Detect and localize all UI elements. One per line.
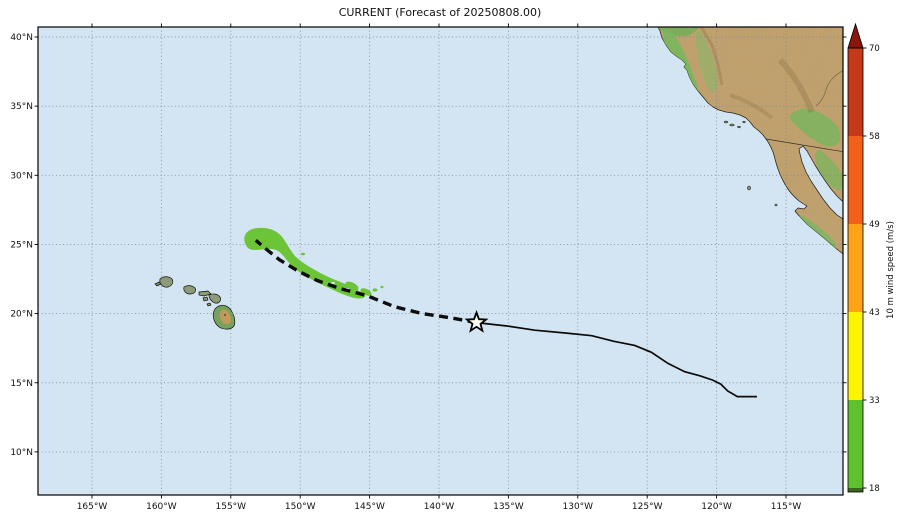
colorbar-segment xyxy=(848,136,863,224)
colorbar-tick-label: 58 xyxy=(869,132,880,142)
lon-tick-label: 125°W xyxy=(632,502,663,512)
colorbar-segment xyxy=(848,312,863,400)
colorbar-tick-labels: 18 33 43 49 58 70 xyxy=(869,44,880,494)
lat-tick-label: 25°N xyxy=(10,240,33,250)
lon-tick-label: 115°W xyxy=(771,502,802,512)
molokai xyxy=(198,290,212,297)
oahu xyxy=(183,285,196,295)
kauai xyxy=(159,276,174,288)
lat-tick-label: 40°N xyxy=(10,33,33,43)
lon-tick-label: 145°W xyxy=(354,502,385,512)
colorbar-segment xyxy=(848,224,863,312)
colorbar-over-arrow xyxy=(847,22,864,49)
observed-track xyxy=(476,321,757,398)
colorbar-segment xyxy=(848,488,863,492)
lon-tick-label: 140°W xyxy=(424,502,455,512)
colorbar-tick-label: 43 xyxy=(869,308,880,318)
plot-title: CURRENT (Forecast of 20250808.00) xyxy=(339,6,542,19)
axis-tick-labels: 165°W 160°W 155°W 150°W 145°W 140°W 135°W 130°W… xyxy=(10,33,801,512)
us-mexico-border xyxy=(765,138,843,153)
colorbar-tick-label: 70 xyxy=(869,44,880,54)
colorbar-axis-label: 10 m wind speed (m/s) xyxy=(886,221,896,319)
lon-tick-label: 150°W xyxy=(285,502,316,512)
forecast-track xyxy=(254,239,477,325)
lon-tick-label: 155°W xyxy=(216,502,247,512)
river xyxy=(815,69,843,107)
colorbar-outline xyxy=(847,47,864,493)
hawaii-islands xyxy=(154,276,236,330)
lon-tick-label: 120°W xyxy=(701,502,732,512)
current-position-star xyxy=(464,310,489,333)
axis-tick-marks xyxy=(34,23,847,499)
lat-tick-label: 10°N xyxy=(10,448,33,458)
maui xyxy=(208,293,221,304)
lon-tick-label: 135°W xyxy=(493,502,524,512)
colorbar-tick-label: 33 xyxy=(869,396,880,406)
colorbar-tick-marks xyxy=(863,47,867,489)
lon-tick-label: 130°W xyxy=(563,502,594,512)
lat-tick-label: 35°N xyxy=(10,102,33,112)
lon-tick-label: 160°W xyxy=(146,502,177,512)
map-frame xyxy=(37,26,844,496)
lat-tick-label: 20°N xyxy=(10,310,33,320)
lat-tick-label: 30°N xyxy=(10,171,33,181)
colorbar-tick-label: 49 xyxy=(869,220,880,230)
lat-tick-label: 15°N xyxy=(10,379,33,389)
colorbar-tick-label: 18 xyxy=(869,484,880,494)
ocean xyxy=(38,27,843,495)
lon-tick-label: 165°W xyxy=(77,502,108,512)
colorbar-segment xyxy=(848,400,863,488)
colorbar-segment xyxy=(848,48,863,136)
colorbar-segments xyxy=(848,48,863,492)
offshore-islands xyxy=(723,120,778,207)
map-plot-area xyxy=(38,27,843,495)
colorbar: 18 33 43 49 58 70 10 m wind speed (m/s) xyxy=(847,22,896,494)
